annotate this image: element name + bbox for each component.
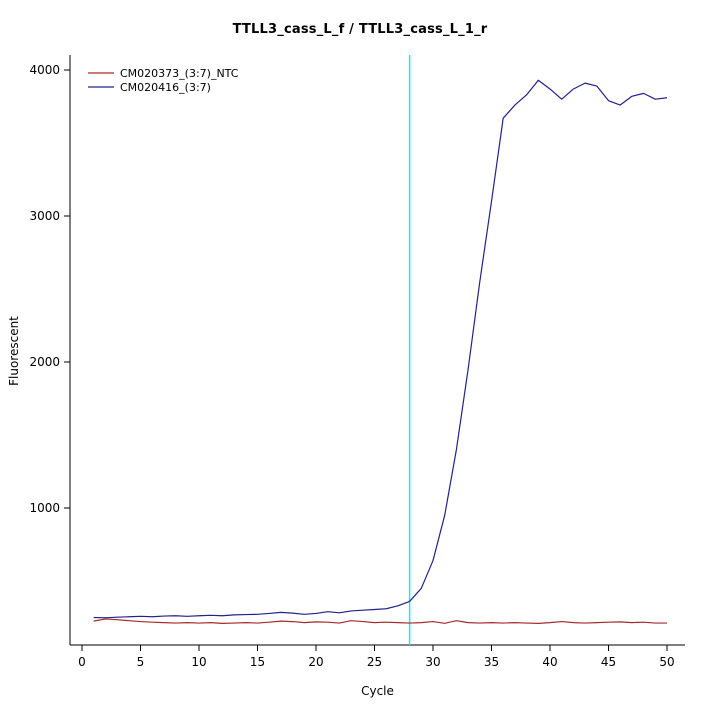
x-tick-label: 35 (484, 655, 499, 669)
x-tick-label: 40 (542, 655, 557, 669)
legend-label-1: CM020416_(3:7) (120, 81, 211, 94)
y-tick-label: 2000 (29, 355, 60, 369)
x-tick-label: 20 (308, 655, 323, 669)
legend-label-0: CM020373_(3:7)_NTC (120, 67, 239, 80)
series-line-1 (93, 79, 668, 619)
series-line-0 (93, 618, 667, 624)
y-tick-label: 3000 (29, 209, 60, 223)
y-tick-label: 4000 (29, 63, 60, 77)
y-tick-label: 1000 (29, 501, 60, 515)
x-tick-label: 25 (367, 655, 382, 669)
x-tick-label: 15 (250, 655, 265, 669)
chart-title: TTLL3_cass_L_f / TTLL3_cass_L_1_r (232, 22, 488, 37)
x-tick-label: 50 (659, 655, 674, 669)
x-tick-label: 0 (78, 655, 86, 669)
x-tick-label: 10 (191, 655, 206, 669)
y-axis-label: Fluorescent (7, 316, 21, 386)
x-tick-label: 45 (601, 655, 616, 669)
x-tick-label: 30 (425, 655, 440, 669)
x-axis-label: Cycle (361, 684, 394, 698)
x-tick-label: 5 (137, 655, 145, 669)
